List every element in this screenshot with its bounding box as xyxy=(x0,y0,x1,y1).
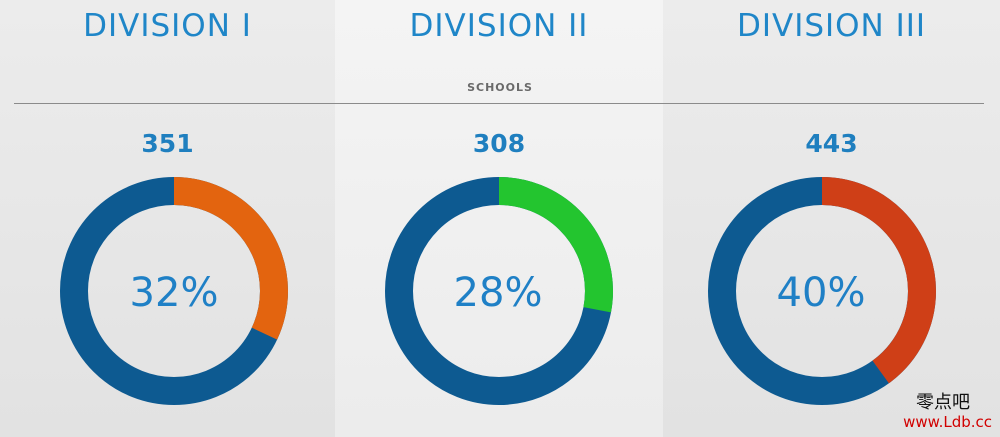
division-title: DIVISION II xyxy=(409,8,589,44)
donut-chart-division-1 xyxy=(60,177,288,405)
donut-highlight-slice xyxy=(385,177,613,405)
watermark-chinese-text: 零点吧 xyxy=(916,392,970,413)
percent-label: 32% xyxy=(129,270,219,316)
watermark-url: www.Ldb.cc xyxy=(903,413,992,431)
donut-highlight-slice xyxy=(60,177,288,405)
division-column-1: DIVISION I 351 xyxy=(0,0,335,437)
donut-highlight-slice xyxy=(708,177,936,405)
donut-group xyxy=(60,177,288,405)
division-column-3: DIVISION III 443 xyxy=(663,0,1000,437)
division-title: DIVISION III xyxy=(736,8,927,44)
donut-group xyxy=(708,177,936,405)
donut-chart-division-3 xyxy=(708,177,936,405)
division-title: DIVISION I xyxy=(83,8,252,44)
division-school-count: 308 xyxy=(472,129,526,158)
division-school-count: 443 xyxy=(805,129,858,158)
division-column-2: DIVISION II 308 xyxy=(335,0,663,437)
schools-label: SCHOOLS xyxy=(467,81,533,94)
percent-label: 40% xyxy=(776,270,866,316)
section-divider xyxy=(14,103,984,104)
donut-chart-division-2 xyxy=(385,177,613,405)
percent-label: 28% xyxy=(453,270,543,316)
division-school-count: 351 xyxy=(141,129,194,158)
donut-group xyxy=(385,177,613,405)
